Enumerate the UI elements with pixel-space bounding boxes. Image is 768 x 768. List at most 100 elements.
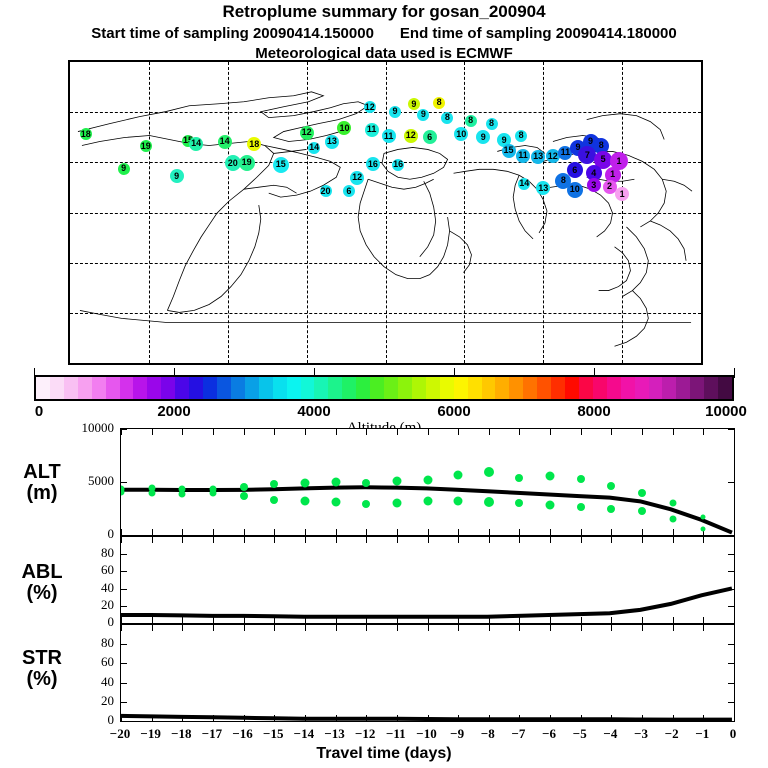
x-axis-tick-top (458, 429, 460, 435)
plume-marker: 11 (381, 129, 396, 144)
plume-marker: 12 (299, 125, 314, 140)
y-axis-tick (121, 663, 127, 665)
x-axis-tick-top (182, 429, 184, 435)
alt-chart-panel[interactable] (120, 428, 735, 536)
colorbar-swatch (119, 377, 134, 399)
plume-marker-label: 14 (191, 138, 202, 149)
y-axis-tick (121, 482, 127, 483)
alt-scatter-dot (270, 480, 279, 489)
plume-marker: 13 (324, 134, 339, 149)
plume-marker: 13 (536, 181, 551, 196)
y-axis-tick-label: 80 (101, 545, 114, 561)
plume-marker-label: 14 (309, 142, 320, 153)
plume-marker-label: 9 (411, 98, 417, 109)
x-axis-tick (488, 715, 490, 721)
plume-marker: 14 (308, 141, 321, 154)
colorbar-swatch (286, 377, 301, 399)
x-axis-tick (182, 617, 184, 623)
plume-marker: 9 (117, 162, 130, 175)
x-axis-tick-top (396, 625, 398, 631)
alt-scatter-dot (700, 514, 706, 520)
abl-chart-panel[interactable] (120, 536, 735, 624)
x-axis-tick-top (703, 625, 705, 631)
str-plot-area (121, 625, 734, 721)
plume-marker-label: 19 (241, 157, 252, 168)
plume-marker: 5 (594, 150, 613, 169)
x-axis-tick (611, 529, 613, 535)
x-axis-tick-top (304, 429, 306, 435)
plume-marker-label: 11 (366, 124, 377, 135)
x-axis-tick-label: −6 (542, 726, 557, 741)
alt-scatter-dot (545, 500, 555, 510)
y-axis-tick-label: 10000 (81, 420, 115, 435)
plume-marker-label: 15 (275, 159, 286, 170)
plume-marker-label: 5 (600, 154, 606, 165)
x-axis-tick (151, 617, 153, 623)
x-axis-tick-top (396, 537, 398, 543)
colorbar-swatch (328, 377, 343, 399)
y-axis-tick-right (728, 605, 734, 607)
alt-scatter-dot (700, 526, 706, 532)
x-axis-tick-top (488, 537, 490, 543)
colorbar-tick (174, 368, 175, 378)
world-map-panel[interactable]: 9 15 14 14 18 12 20 19 15 16 16 10 11 13 14 12 20 6 9 8 12 9 9… (68, 60, 703, 365)
x-axis-tick (366, 715, 368, 721)
alt-scatter-dot (331, 477, 341, 487)
y-axis-tick-label: 0 (107, 614, 115, 629)
y-axis-tick-right (728, 588, 734, 590)
plume-marker-label: 12 (352, 172, 363, 183)
x-axis-tick-top (366, 429, 368, 435)
x-axis-tick (672, 617, 674, 623)
x-axis-tick-top (550, 625, 552, 631)
colorbar-swatch (230, 377, 245, 399)
x-axis-tick (243, 715, 245, 721)
colorbar-swatch (495, 377, 510, 399)
x-axis-tick (550, 617, 552, 623)
colorbar-tick-label: 10000 (705, 403, 747, 420)
alt-scatter-dot (576, 503, 585, 512)
plume-marker-label: 6 (427, 131, 433, 142)
x-axis-tick (212, 715, 214, 721)
map-graticule (70, 62, 701, 363)
x-axis-tick (703, 715, 705, 721)
x-axis-tick-top (458, 537, 460, 543)
x-axis-tick (396, 617, 398, 623)
plume-marker-label: 13 (538, 182, 549, 193)
x-axis-tick-top (243, 537, 245, 543)
str-chart-panel[interactable] (120, 624, 735, 722)
x-axis-tick (580, 715, 582, 721)
plume-marker: 7 (578, 146, 597, 165)
alt-scatter-dot (669, 499, 677, 507)
x-axis-tick (274, 529, 276, 535)
x-axis-tick (335, 715, 337, 721)
x-axis-tick-label: −13 (324, 726, 345, 741)
alt-scatter-dot (638, 506, 647, 515)
alt-row-label-line2: (m) (26, 482, 58, 504)
altitude-colorbar[interactable] (34, 375, 734, 401)
str-row-label-line2: (%) (26, 668, 58, 690)
colorbar-swatch (425, 377, 440, 399)
x-axis-tick (335, 617, 337, 623)
plume-marker: 20 (319, 185, 332, 198)
abl-trend-line (121, 537, 734, 623)
x-axis-tick-label: −7 (511, 726, 526, 741)
plume-marker-label: 12 (301, 127, 312, 138)
plume-marker: 11 (516, 148, 531, 163)
plume-marker: 14 (189, 136, 204, 151)
x-axis-tick-labels: −20 −19 −18 −17 −16 −15 −14 −13 −12 −11 −10 −9 −8 −7−… (110, 726, 736, 744)
x-axis-tick-top (304, 625, 306, 631)
coastline-layer (77, 91, 693, 347)
y-axis-tick-label: 60 (101, 562, 114, 578)
x-axis-tick (580, 529, 582, 535)
colorbar-swatch (189, 377, 204, 399)
colorbar-swatch (551, 377, 566, 399)
plume-marker: 15 (272, 156, 289, 173)
alt-scatter-dot (300, 496, 310, 506)
x-axis-tick-top (243, 625, 245, 631)
alt-scatter-dot (178, 490, 186, 498)
plume-marker: 8 (464, 114, 477, 127)
retroplume-markers: 9 15 14 14 18 12 20 19 15 16 16 10 11 13 14 12 20 6 9 8 12 9 9… (70, 62, 701, 363)
x-axis-tick-top (580, 625, 582, 631)
x-axis-tick-label: −3 (634, 726, 649, 741)
x-axis-tick-top (427, 625, 429, 631)
